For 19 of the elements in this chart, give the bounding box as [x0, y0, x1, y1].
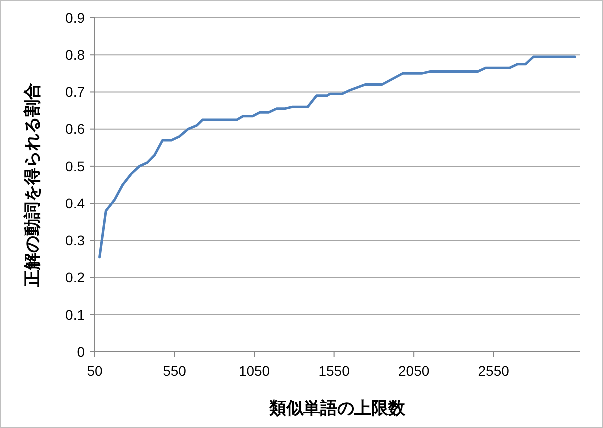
y-tick-label: 0.9	[66, 10, 86, 26]
y-tick-label: 0.5	[66, 158, 86, 174]
y-tick-label: 0.4	[66, 195, 86, 212]
x-tick-label: 1050	[238, 363, 270, 379]
y-tick-label: 0.1	[66, 306, 86, 323]
y-tick-label: 0	[77, 344, 86, 360]
x-tick-label: 50	[87, 363, 103, 379]
x-tick-label: 1550	[318, 363, 350, 379]
y-tick-label: 0.8	[66, 47, 86, 64]
y-tick-label: 0.2	[66, 270, 86, 286]
line-series	[98, 56, 576, 259]
x-tick-label: 2050	[398, 363, 430, 379]
x-tick-label: 2550	[478, 363, 510, 379]
x-axis-title: 類似単語の上限数	[268, 399, 406, 418]
y-tick-label: 0.3	[66, 232, 86, 249]
y-tick-label: 0.6	[66, 121, 86, 138]
y-axis-title: 正解の動詞を得られる割合	[23, 83, 42, 288]
y-tick-label: 0.7	[66, 84, 86, 100]
x-tick-label: 550	[163, 363, 187, 379]
